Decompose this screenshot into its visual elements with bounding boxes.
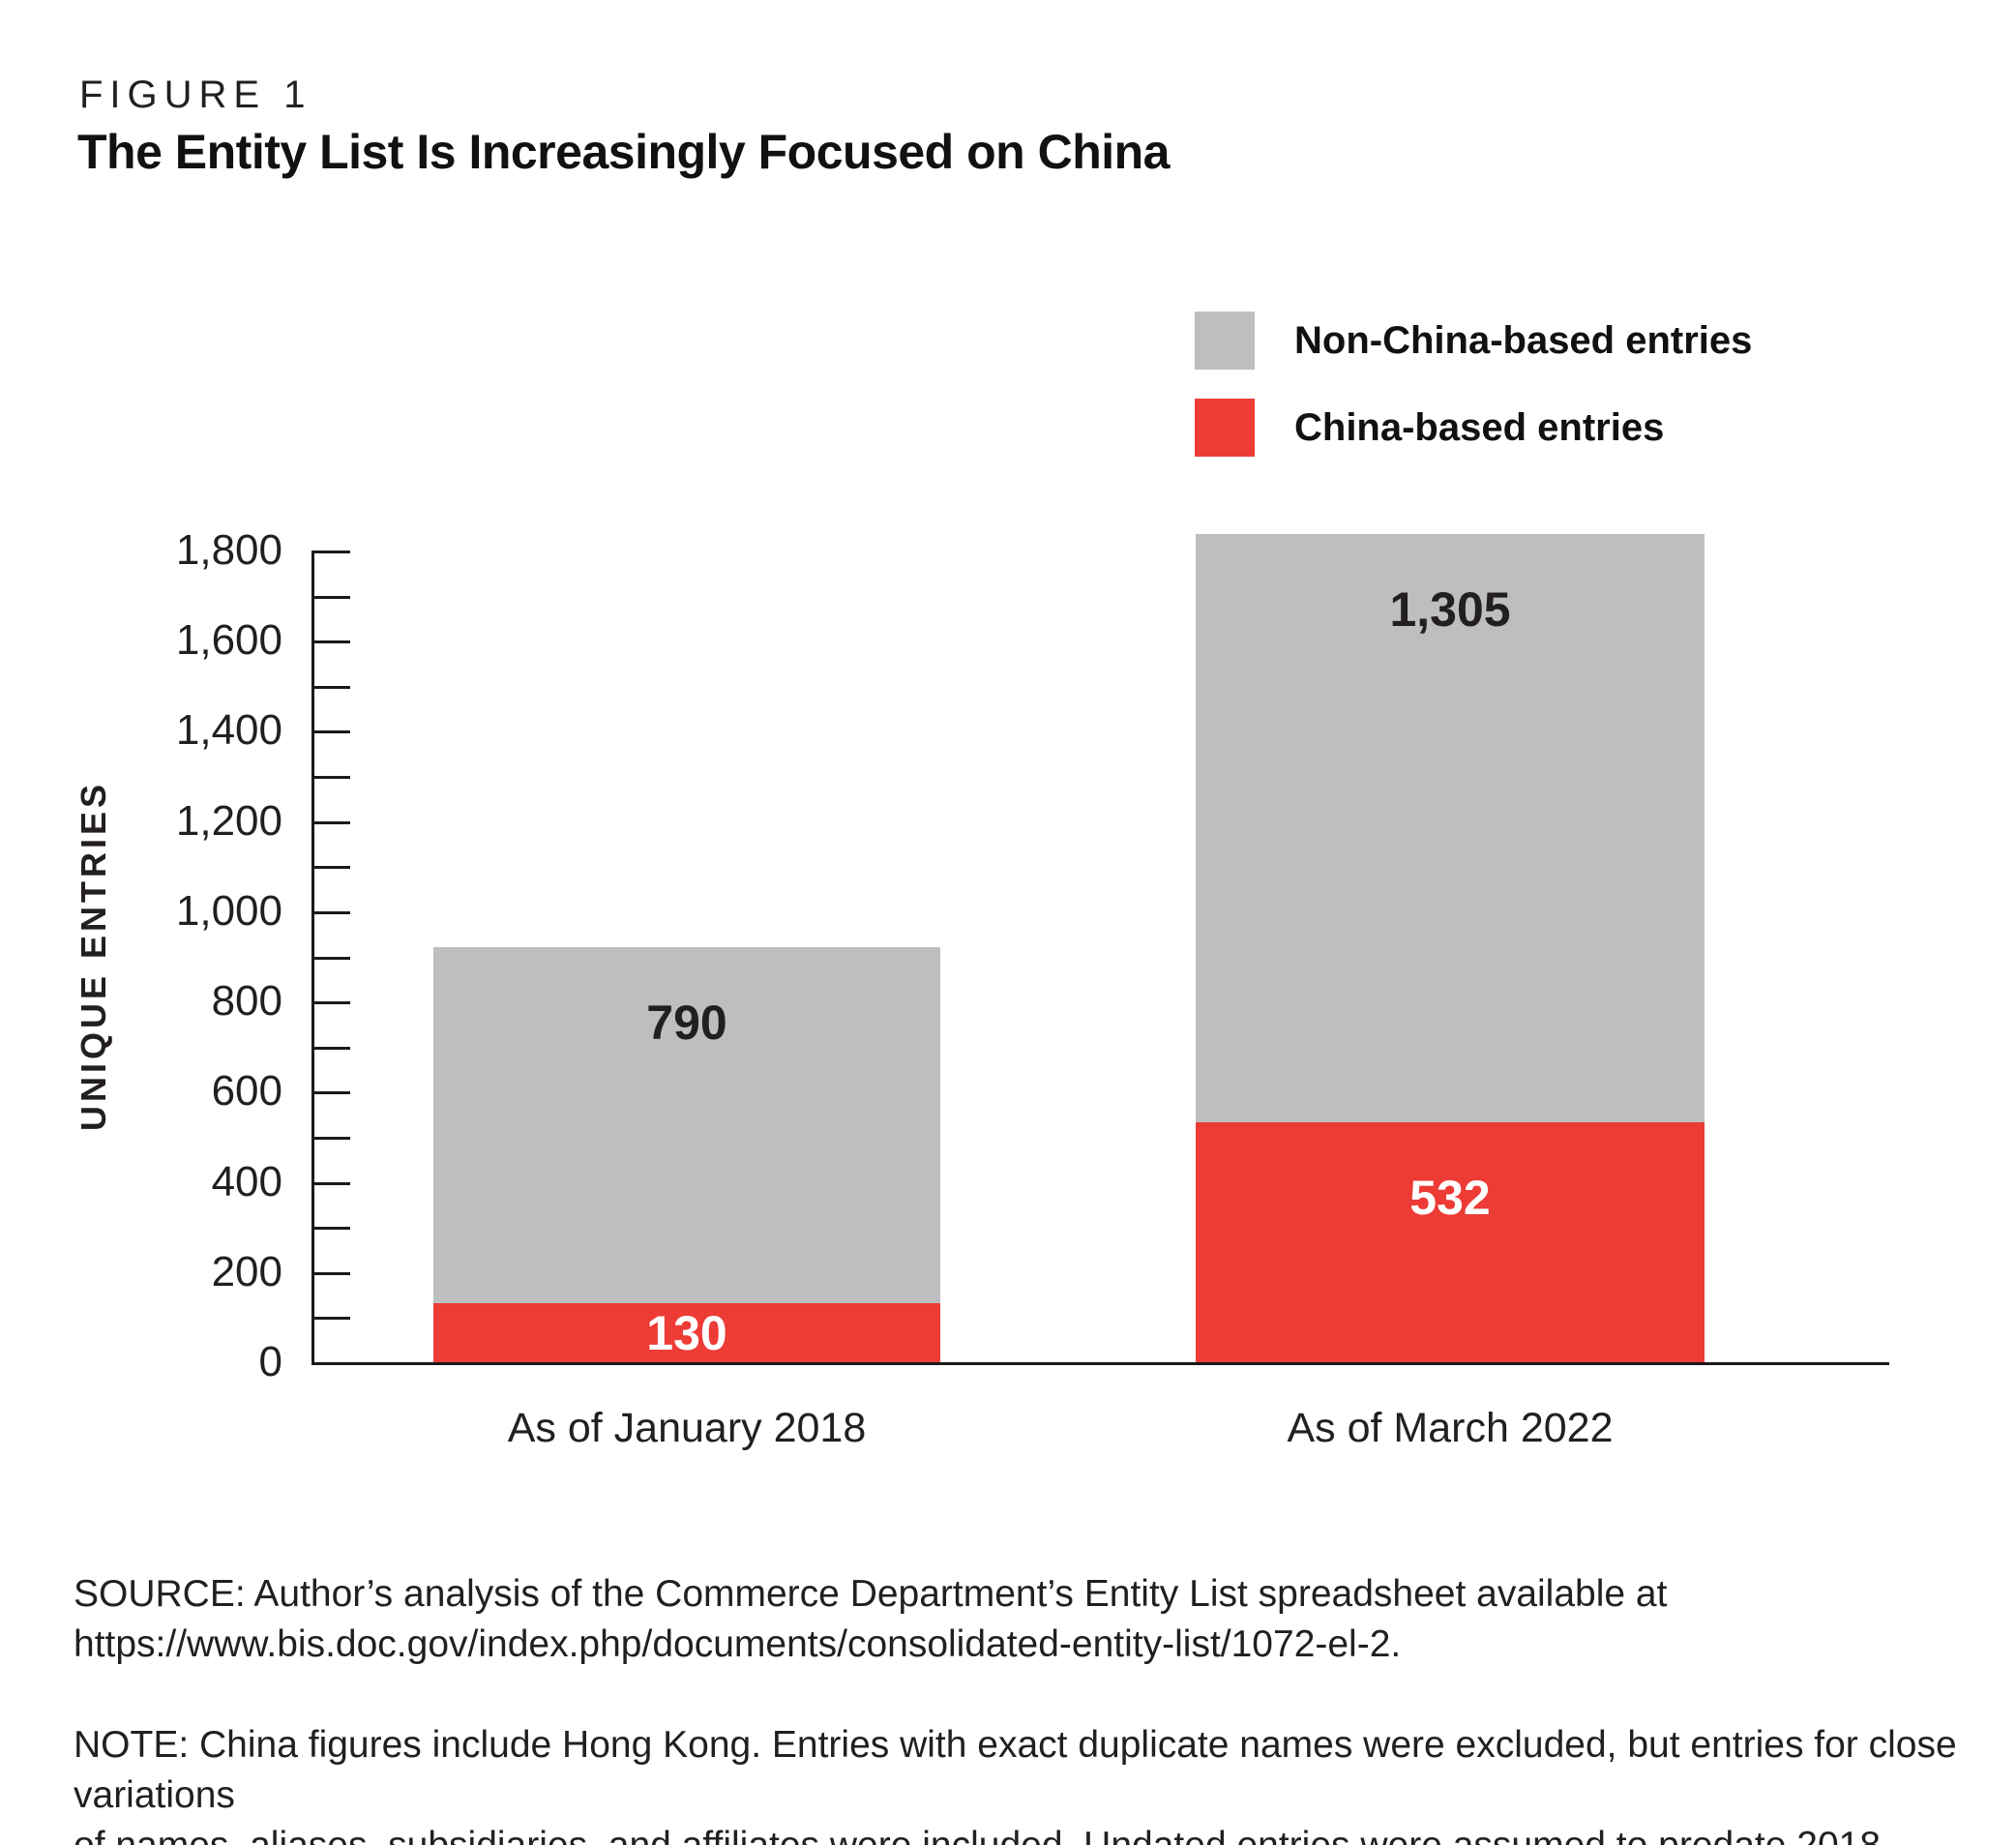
y-tick [311,866,350,869]
bar-value-label: 790 [646,996,727,1050]
y-tick-label: 1,600 [175,616,282,664]
legend-swatch-non-china [1195,312,1255,370]
y-tick [311,1362,350,1365]
y-tick [311,596,350,599]
y-tick [311,1091,350,1094]
y-tick-label: 400 [211,1158,282,1205]
y-tick [311,1317,350,1320]
y-tick [311,686,350,689]
chart-title: The Entity List Is Increasingly Focused … [77,125,1170,179]
y-tick [311,911,350,914]
source-text: SOURCE: Author’s analysis of the Commerc… [74,1573,1668,1665]
legend-label-non-china: Non-China-based entries [1294,319,1753,362]
bar-segment-non-china [1196,534,1705,1122]
y-tick [311,821,350,824]
y-tick [311,1047,350,1050]
figure-label: FIGURE 1 [79,74,312,116]
y-tick [311,1182,350,1185]
y-tick [311,957,350,960]
legend-label-china: China-based entries [1294,406,1665,449]
y-tick-label: 200 [211,1248,282,1295]
y-tick [311,1001,350,1004]
y-tick [311,776,350,779]
y-tick [311,640,350,643]
bar-value-label: 130 [646,1305,727,1360]
y-tick [311,1272,350,1275]
y-tick-label: 1,000 [175,887,282,935]
note-text: NOTE: China figures include Hong Kong. E… [74,1724,1957,1845]
bar-segment-china [1196,1122,1705,1362]
y-tick-label: 1,800 [175,526,282,574]
bar-segment-non-china [433,947,940,1303]
legend-swatch-china [1195,399,1255,457]
bar-segment-china [433,1303,940,1362]
bar-value-label: 1,305 [1389,582,1511,637]
x-axis-line [311,1362,1889,1365]
x-category-label: As of March 2022 [1287,1405,1614,1451]
y-tick-label: 0 [258,1338,282,1385]
x-category-label: As of January 2018 [507,1405,867,1451]
y-tick-label: 600 [211,1067,282,1115]
bar-value-label: 532 [1409,1171,1491,1225]
y-tick [311,1227,350,1230]
y-tick [311,1137,350,1140]
y-tick-label: 800 [211,977,282,1025]
y-tick-label: 1,400 [175,706,282,754]
y-tick-label: 1,200 [175,797,282,845]
y-tick [311,730,350,733]
y-tick [311,551,350,553]
